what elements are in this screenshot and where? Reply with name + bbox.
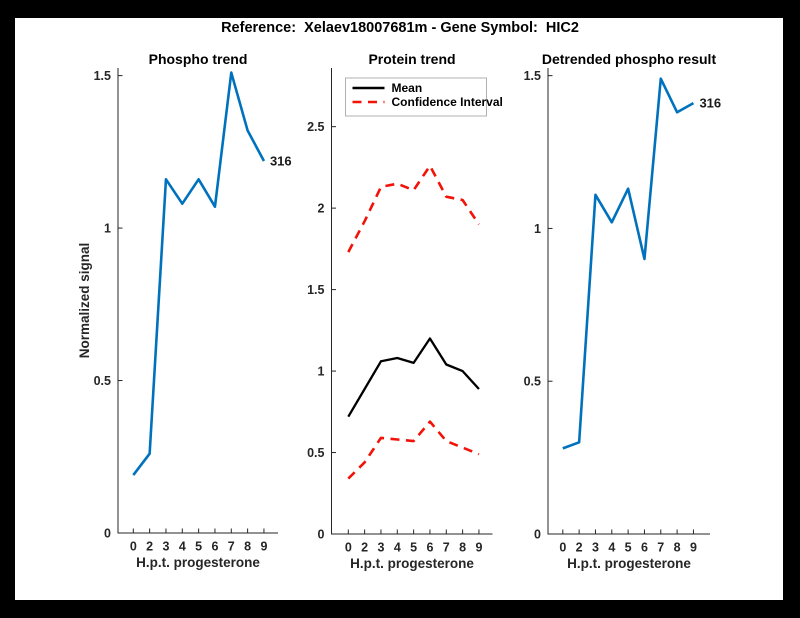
end-point-label: 316 bbox=[699, 96, 721, 111]
x-tick-label: 0 bbox=[345, 541, 352, 555]
subplot-detrended-phospho-result: 00.511.50 2 3 4 5 6 7 8 9H.p.t. progesteroneDetr… bbox=[524, 51, 722, 571]
axes-spines bbox=[547, 68, 710, 535]
x-tick-label: 7 bbox=[657, 541, 664, 555]
x-tick-label: 6 bbox=[211, 540, 218, 554]
y-tick-label: 0.5 bbox=[524, 375, 541, 389]
x-tick-label: 0 bbox=[559, 541, 566, 555]
x-tick-label: 2 bbox=[576, 541, 583, 555]
x-tick-label: 4 bbox=[179, 540, 186, 554]
x-tick-label: 7 bbox=[228, 540, 235, 554]
x-tick-label: 5 bbox=[195, 540, 202, 554]
y-axis-label: Normalized signal bbox=[77, 243, 92, 359]
y-tick-label: 0 bbox=[534, 528, 541, 542]
legend-border bbox=[345, 77, 487, 117]
x-tick-label: 4 bbox=[394, 541, 401, 555]
axes-spines bbox=[331, 68, 493, 535]
x-tick-label: 6 bbox=[426, 541, 433, 555]
x-tick-label: 9 bbox=[690, 541, 697, 555]
series-line-phospho-signal bbox=[132, 71, 266, 476]
x-tick-label: 9 bbox=[260, 540, 267, 554]
x-tick-label: 3 bbox=[592, 541, 599, 555]
y-tick-label: 2.5 bbox=[307, 120, 324, 134]
series-line-detrended-phospho-signal bbox=[562, 77, 695, 450]
y-tick-label: 1.5 bbox=[307, 283, 324, 297]
y-tick-label: 0 bbox=[104, 527, 111, 541]
y-tick-label: 0 bbox=[318, 528, 325, 542]
series-line-confidence-interval-upper bbox=[347, 164, 481, 253]
subplot-title: Detrended phospho result bbox=[542, 51, 717, 67]
x-tick-label: 8 bbox=[244, 540, 251, 554]
x-tick-label: 5 bbox=[410, 541, 417, 555]
x-tick-label: 5 bbox=[625, 541, 632, 555]
legend-label: Confidence Interval bbox=[392, 95, 503, 109]
subplot-title: Protein trend bbox=[368, 51, 455, 67]
series-line-mean bbox=[347, 337, 480, 418]
x-tick-label: 9 bbox=[475, 541, 482, 555]
y-tick-label: 1 bbox=[104, 222, 111, 236]
end-point-label: 316 bbox=[270, 154, 292, 169]
subplot-phospho-trend: 00.511.50 2 3 4 5 6 7 8 9H.p.t. progesteroneNorm… bbox=[77, 51, 292, 570]
x-tick-label: 2 bbox=[146, 540, 153, 554]
y-tick-label: 2 bbox=[318, 202, 325, 216]
y-tick-label: 1 bbox=[318, 365, 325, 379]
y-tick-label: 1 bbox=[534, 222, 541, 236]
y-tick-label: 0.5 bbox=[94, 374, 111, 388]
x-axis-label: H.p.t. progesterone bbox=[350, 556, 474, 571]
subplot-protein-trend: 00.511.522.50 2 3 4 5 6 7 8 9H.p.t. progesterone… bbox=[307, 51, 503, 571]
x-tick-label: 3 bbox=[162, 540, 169, 554]
subplot-title: Phospho trend bbox=[149, 51, 248, 67]
x-tick-label: 3 bbox=[377, 541, 384, 555]
x-axis-label: H.p.t. progesterone bbox=[136, 555, 260, 570]
x-tick-label: 4 bbox=[608, 541, 615, 555]
x-tick-label: 8 bbox=[459, 541, 466, 555]
y-tick-label: 1.5 bbox=[94, 69, 111, 83]
x-tick-label: 2 bbox=[361, 541, 368, 555]
y-tick-label: 1.5 bbox=[524, 69, 541, 83]
figure-title: Reference: Xelaev18007681m - Gene Symbol… bbox=[221, 20, 579, 36]
x-axis-label: H.p.t. progesterone bbox=[567, 556, 691, 571]
legend-label: Mean bbox=[392, 81, 423, 95]
x-tick-label: 0 bbox=[130, 540, 137, 554]
x-tick-label: 7 bbox=[443, 541, 450, 555]
x-tick-label: 6 bbox=[641, 541, 648, 555]
x-tick-label: 8 bbox=[674, 541, 681, 555]
series-line-confidence-interval-lower bbox=[347, 420, 480, 480]
y-tick-label: 0.5 bbox=[307, 446, 324, 460]
